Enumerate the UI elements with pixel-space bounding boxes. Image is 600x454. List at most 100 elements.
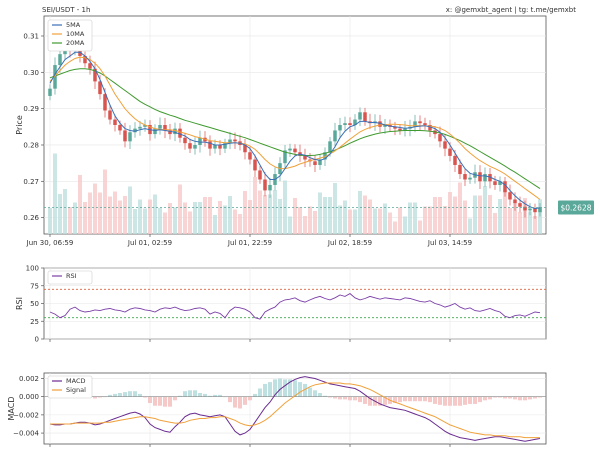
price-xtick-label: Jun 30, 06:59 [26, 239, 74, 247]
price-xtick-label: Jul 01, 22:59 [227, 239, 272, 247]
volume-bar [108, 196, 112, 234]
candle-body [103, 94, 107, 111]
volume-bar [398, 207, 402, 234]
macd-histogram-bar [283, 379, 287, 397]
ma10-line [49, 56, 541, 200]
volume-bar [148, 199, 152, 234]
volume-bar [368, 199, 372, 234]
volume-bar [138, 199, 142, 234]
candle-body [513, 199, 517, 204]
candle-body [448, 148, 452, 156]
macd-histogram-bar [143, 396, 147, 398]
macd-histogram-bar [453, 396, 457, 406]
macd-histogram-bar [123, 392, 127, 397]
macd-histogram-bar [438, 396, 442, 405]
volume-bar [473, 195, 477, 234]
candle-body [213, 144, 217, 149]
macd-histogram-bar [153, 396, 157, 406]
volume-bar [388, 212, 392, 234]
price-ytick-label: 0.29 [23, 105, 39, 113]
candle-body [398, 128, 402, 131]
volume-bar [128, 186, 132, 234]
candle-body [393, 126, 397, 129]
macd-histogram-bar [463, 396, 467, 405]
candle-body [173, 128, 177, 135]
volume-bar [428, 206, 432, 234]
candle-body [323, 152, 327, 160]
candle-body [223, 143, 227, 149]
volume-bar [533, 216, 537, 234]
macd-histogram-bar [448, 396, 452, 406]
candle-body [253, 159, 257, 171]
candle-body [348, 123, 352, 125]
volume-bar [153, 194, 157, 234]
volume-bar [308, 206, 312, 234]
volume-bar [193, 202, 197, 234]
volume-bar [278, 199, 282, 234]
volume-bar [123, 196, 127, 234]
macd-histogram-bar [318, 393, 322, 397]
price-xtick-label: Jul 03, 14:59 [427, 239, 472, 247]
price-ytick-label: 0.28 [23, 141, 39, 149]
volume-bar [358, 191, 362, 234]
volume-bar [88, 192, 92, 234]
volume-bar [323, 197, 327, 234]
macd-histogram-bar [133, 391, 137, 397]
price-ytick-label: 0.31 [23, 32, 39, 40]
volume-bar [168, 203, 172, 234]
macd-histogram-bar [268, 382, 272, 397]
macd-legend-label: MACD [66, 377, 85, 385]
candle-body [528, 208, 532, 211]
candle-body [218, 144, 222, 149]
volume-bar [143, 208, 147, 234]
macd-ytick-label: −0.004 [13, 430, 39, 438]
rsi-line [49, 293, 541, 320]
macd-ytick-label: 0.000 [19, 393, 39, 401]
rsi-legend-box [47, 270, 93, 285]
macd-histogram-bar [108, 394, 112, 397]
volume-bar [238, 214, 242, 234]
macd-histogram-bar [398, 396, 402, 403]
candle-body [108, 110, 112, 120]
macd-ytick-label: −0.002 [13, 411, 39, 419]
volume-bar [403, 216, 407, 234]
price-legend-label: 5MA [66, 21, 81, 29]
price-ytick-label: 0.30 [23, 69, 39, 77]
volume-bar [243, 191, 247, 234]
chart-title: SEI/USDT - 1h [42, 6, 91, 14]
macd-histogram-bar [233, 396, 237, 408]
macd-histogram-bar [168, 396, 172, 407]
macd-histogram-bar [253, 393, 257, 397]
rsi-ytick-label: 0 [35, 336, 39, 344]
candle-body [463, 174, 467, 180]
candle-body [233, 139, 237, 142]
volume-bar [68, 207, 72, 234]
volume-bar [133, 209, 137, 234]
candle-body [353, 119, 357, 125]
candle-body [383, 125, 387, 127]
volume-bar [183, 202, 187, 234]
macd-histogram-bar [403, 396, 407, 402]
volume-bar [198, 202, 202, 234]
macd-histogram-bar [508, 396, 512, 399]
candle-body [518, 203, 522, 207]
candle-body [343, 123, 347, 125]
last-price-tag [558, 200, 594, 215]
macd-histogram-bar [523, 396, 527, 401]
candle-body [178, 128, 182, 138]
candle-body [288, 148, 292, 151]
macd-histogram-bar [118, 393, 122, 397]
candle-body [168, 130, 172, 135]
candle-body [188, 143, 192, 149]
macd-histogram-bar [428, 396, 432, 403]
macd-histogram-bar [313, 390, 317, 397]
macd-histogram-bar [353, 396, 357, 401]
volume-bar [213, 215, 217, 234]
candle-body [503, 181, 507, 193]
macd-histogram-bar [203, 393, 207, 397]
volume-bar [313, 211, 317, 234]
candle-body [268, 184, 272, 191]
macd-histogram-bar [113, 393, 117, 397]
candle-body [538, 207, 542, 213]
macd-histogram-bar [443, 396, 447, 406]
